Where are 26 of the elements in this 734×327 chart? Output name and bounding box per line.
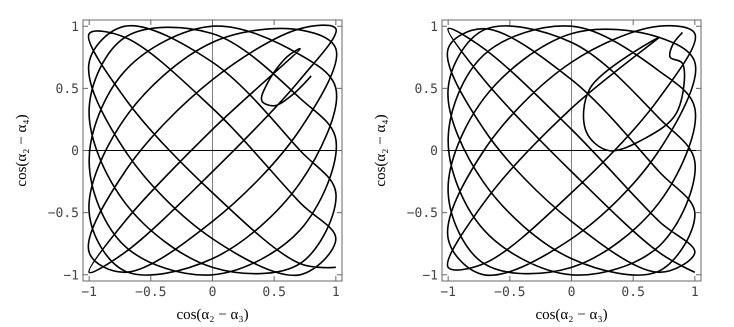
x-tick-label: 1: [332, 285, 340, 300]
x-tick-label: −1: [81, 285, 97, 300]
x-tick-label: 0: [208, 285, 216, 300]
x-axis-title: cos(α₂ − α₃): [176, 307, 249, 323]
x-tick-label: −0.5: [135, 285, 166, 300]
x-tick-label: 0.5: [262, 285, 286, 300]
x-tick-label: 0: [568, 285, 576, 300]
y-tick-label: 1: [71, 20, 79, 35]
y-tick-label: 0: [71, 144, 79, 160]
x-axis-title: cos(α₂ − α₃): [535, 307, 608, 323]
x-tick-label: 0.5: [621, 285, 645, 300]
y-tick-label: −1: [422, 268, 438, 284]
y-tick-label: −1: [63, 268, 79, 284]
x-tick-label: 1: [690, 285, 699, 300]
y-tick-label: 0.5: [56, 82, 79, 97]
x-tick-label: −0.5: [494, 285, 526, 300]
y-axis-title: cos(α₂ − α₄): [373, 114, 389, 187]
line-series: [88, 24, 337, 276]
y-tick-label: 0: [430, 144, 438, 160]
y-tick-label: 1: [430, 20, 438, 35]
y-tick-label: −0.5: [406, 206, 438, 222]
y-tick-label: 0.5: [414, 82, 438, 97]
x-tick-label: −1: [440, 285, 456, 300]
y-axis-title: cos(α₂ − α₄): [14, 114, 30, 187]
y-tick-label: −0.5: [48, 206, 79, 222]
line-series: [447, 25, 696, 276]
